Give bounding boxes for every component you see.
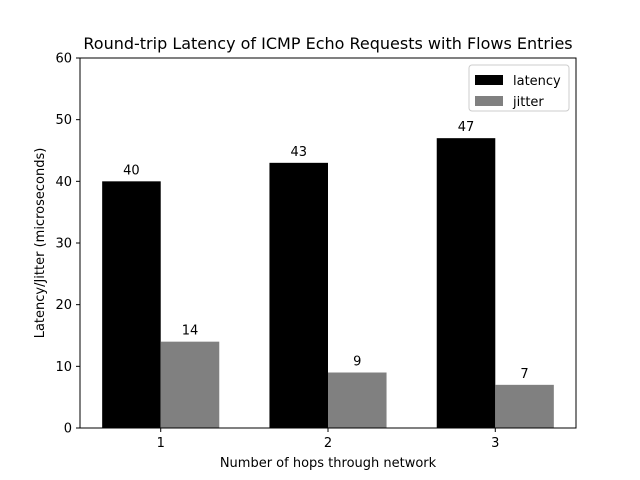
bar-jitter-2 <box>328 372 387 428</box>
bar-jitter-1 <box>160 341 220 428</box>
legend-label-jitter: jitter <box>512 95 544 110</box>
bar-jitter-3 <box>495 384 554 428</box>
y-tick-label-50: 50 <box>55 113 72 128</box>
legend-swatch-jitter <box>475 96 503 106</box>
y-axis-label: Latency/Jitter (microseconds) <box>33 148 48 339</box>
data-label-jitter-3: 7 <box>520 367 528 382</box>
y-axis: 0 10 20 30 40 50 60 <box>55 52 80 437</box>
data-label-latency-2: 43 <box>290 145 307 160</box>
y-tick-label-10: 10 <box>55 360 72 375</box>
legend-swatch-latency <box>475 75 503 85</box>
x-tick-label-1: 1 <box>157 436 165 451</box>
data-label-latency-3: 47 <box>458 120 475 135</box>
y-tick-label-40: 40 <box>55 175 72 190</box>
bar-latency-2 <box>269 162 328 429</box>
y-tick-label-0: 0 <box>64 422 72 437</box>
plot-area: 40 43 47 14 9 7 <box>79 57 577 429</box>
y-tick-label-20: 20 <box>55 298 72 313</box>
x-tick-label-2: 2 <box>324 436 332 451</box>
data-label-jitter-1: 14 <box>182 324 199 339</box>
legend: latency jitter <box>468 64 570 112</box>
data-label-jitter-2: 9 <box>353 355 361 370</box>
bar-latency-3 <box>436 138 496 428</box>
data-label-latency-1: 40 <box>123 163 140 178</box>
x-axis: 1 2 3 <box>157 428 499 451</box>
chart-title: Round-trip Latency of ICMP Echo Requests… <box>83 34 572 53</box>
y-tick-label-60: 60 <box>55 52 72 67</box>
bar-latency-1 <box>102 181 161 428</box>
legend-label-latency: latency <box>513 74 561 89</box>
x-tick-label-3: 3 <box>491 436 499 451</box>
x-axis-label: Number of hops through network <box>220 456 437 471</box>
y-tick-label-30: 30 <box>55 237 72 252</box>
